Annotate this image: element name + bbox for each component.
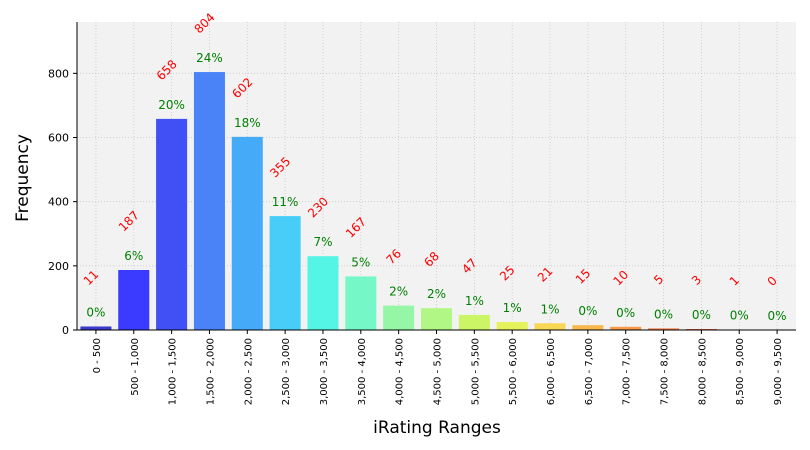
- bar: [648, 328, 680, 330]
- percent-label: 0%: [86, 305, 105, 319]
- percent-label: 0%: [654, 307, 673, 321]
- percent-label: 0%: [730, 309, 749, 323]
- x-tick-label: 8,000 - 8,500: [697, 338, 708, 405]
- bar: [610, 326, 642, 330]
- x-tick-label: 3,500 - 4,000: [357, 338, 368, 405]
- bar: [193, 72, 225, 331]
- x-axis-title: iRating Ranges: [373, 418, 501, 438]
- percent-label: 0%: [616, 306, 635, 320]
- y-axis-ticks: 0 200 400 600 800: [48, 67, 77, 337]
- bar: [534, 323, 566, 330]
- x-tick-label: 5,500 - 6,000: [508, 338, 519, 405]
- y-axis-title: Frequency: [13, 134, 33, 222]
- percent-label: 1%: [541, 302, 560, 316]
- x-tick-label: 6,500 - 7,000: [584, 338, 595, 405]
- bar: [231, 136, 263, 330]
- x-tick-label: 1,500 - 2,000: [205, 338, 216, 405]
- y-tick-label: 0: [62, 324, 69, 337]
- x-tick-label: 2,000 - 2,500: [243, 338, 254, 405]
- bars: [80, 72, 755, 331]
- percent-label: 6%: [124, 249, 143, 263]
- x-tick-label: 8,500 - 9,000: [735, 338, 746, 405]
- x-tick-label: 4,500 - 5,000: [433, 338, 444, 405]
- bar: [458, 314, 490, 330]
- x-tick-label: 2,500 - 3,000: [281, 338, 292, 405]
- percent-label: 2%: [427, 287, 446, 301]
- x-tick-label: 7,500 - 8,000: [660, 338, 671, 405]
- bar: [156, 118, 188, 331]
- bar: [420, 308, 453, 330]
- percent-label: 18%: [234, 116, 261, 130]
- percent-label: 20%: [158, 98, 185, 112]
- percent-label: 24%: [196, 51, 223, 65]
- y-tick-label: 400: [48, 196, 69, 209]
- percent-label: 11%: [272, 195, 299, 209]
- percent-label: 5%: [351, 255, 370, 269]
- x-tick-label: 500 - 1,000: [130, 338, 141, 396]
- x-tick-label: 1,000 - 1,500: [168, 338, 179, 405]
- bar: [307, 256, 339, 330]
- percent-label: 0%: [578, 304, 597, 318]
- percent-label: 0%: [692, 308, 711, 322]
- bar: [496, 321, 528, 330]
- x-axis-ticks: 0 - 500 500 - 1,000 1,000 - 1,500 1,500 - 2…: [92, 330, 784, 405]
- x-tick-label: 6,000 - 6,500: [546, 338, 557, 405]
- bar: [269, 216, 301, 330]
- percent-label: 1%: [465, 294, 484, 308]
- y-tick-label: 800: [48, 67, 69, 80]
- bar: [118, 270, 150, 330]
- bar: [383, 305, 415, 330]
- y-tick-label: 600: [48, 132, 69, 145]
- x-tick-label: 4,000 - 4,500: [395, 338, 406, 405]
- percent-label: 7%: [313, 235, 332, 249]
- x-tick-label: 0 - 500: [92, 338, 103, 373]
- y-tick-label: 200: [48, 260, 69, 273]
- percent-label: 2%: [389, 285, 408, 299]
- x-tick-label: 7,000 - 7,500: [622, 338, 633, 405]
- bar: [80, 326, 112, 330]
- x-tick-label: 9,000 - 9,500: [773, 338, 784, 405]
- bar: [572, 325, 604, 330]
- bar: [345, 276, 377, 330]
- x-tick-label: 5,000 - 5,500: [470, 338, 481, 405]
- x-tick-label: 3,000 - 3,500: [319, 338, 330, 405]
- percent-label: 0%: [768, 309, 787, 323]
- percent-label: 1%: [503, 301, 522, 315]
